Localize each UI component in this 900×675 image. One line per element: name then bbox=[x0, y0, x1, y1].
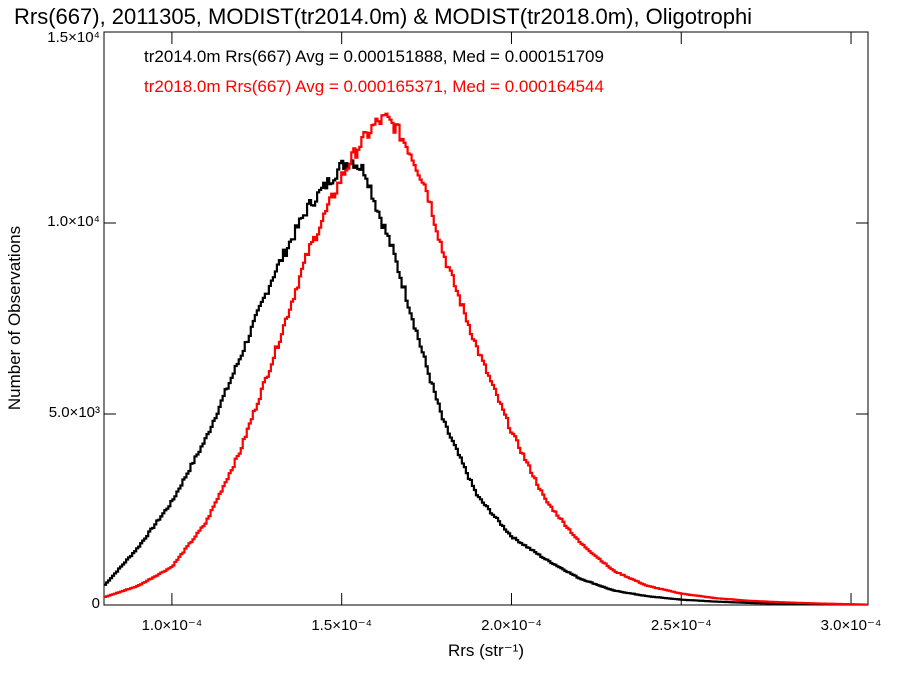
plot-area-frame bbox=[103, 31, 869, 606]
series-group bbox=[104, 112, 868, 605]
x-tick-label: 1.5×10⁻⁴ bbox=[311, 617, 372, 634]
x-tick-label: 1.0×10⁻⁴ bbox=[142, 617, 203, 634]
y-axis-title: Number of Observations bbox=[5, 226, 24, 410]
series-tr2018-histogram bbox=[104, 112, 868, 605]
series-tr2014-histogram bbox=[104, 159, 868, 605]
stats-annotation-tr2014: tr2014.0m Rrs(667) Avg = 0.000151888, Me… bbox=[144, 47, 604, 66]
y-tick-label: 5.0×10³ bbox=[49, 404, 100, 421]
stats-annotation-tr2018: tr2018.0m Rrs(667) Avg = 0.000165371, Me… bbox=[144, 77, 604, 96]
y-tick-label: 0 bbox=[92, 595, 100, 612]
y-tick-label: 1.5×10⁴ bbox=[47, 29, 100, 46]
x-tick-label: 3.0×10⁻⁴ bbox=[821, 617, 882, 634]
x-tick-label: 2.0×10⁻⁴ bbox=[481, 617, 542, 634]
chart-title: Rrs(667), 2011305, MODIST(tr2014.0m) & M… bbox=[14, 4, 752, 29]
axis-ticks: 1.0×10⁻⁴ 1.5×10⁻⁴ 2.0×10⁻⁴ 2.5×10⁻⁴ 3.0×10⁻⁴… bbox=[47, 29, 881, 634]
y-tick-label: 1.0×10⁴ bbox=[47, 213, 100, 230]
x-axis-title: Rrs (str⁻¹) bbox=[448, 641, 524, 660]
x-tick-label: 2.5×10⁻⁴ bbox=[651, 617, 712, 634]
